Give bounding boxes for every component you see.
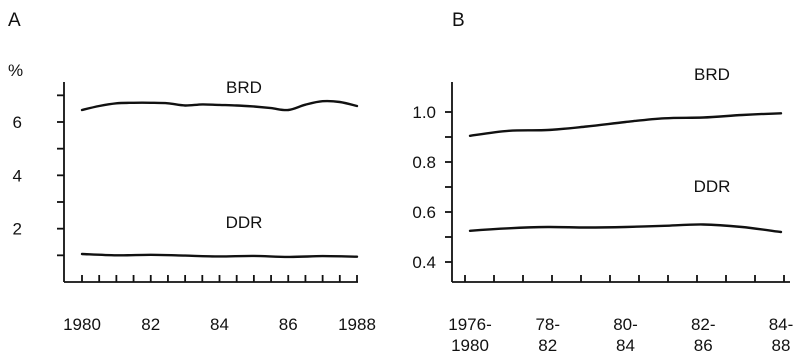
series-label-ddr: DDR bbox=[694, 177, 731, 196]
y-tick-label: 0.8 bbox=[412, 153, 436, 172]
x-tick-label: 1980 bbox=[451, 336, 489, 353]
series-label-ddr: DDR bbox=[226, 213, 263, 232]
x-tick-label: 1988 bbox=[338, 315, 376, 334]
chart-panel-b bbox=[445, 82, 790, 283]
panel-label-a: A bbox=[8, 10, 21, 31]
x-tick-label: 86 bbox=[694, 336, 713, 353]
x-tick-label: 82- bbox=[691, 315, 716, 334]
series-line-brd bbox=[468, 112, 783, 137]
series-label-brd: BRD bbox=[694, 65, 730, 84]
y-unit-label: % bbox=[8, 61, 23, 80]
x-tick-label: 88 bbox=[772, 336, 791, 353]
y-tick-label: 0.6 bbox=[412, 203, 436, 222]
y-tick-label: 0.4 bbox=[412, 253, 436, 272]
x-tick-label: 84 bbox=[616, 336, 635, 353]
x-tick-label: 86 bbox=[279, 315, 298, 334]
chart-panel-a bbox=[57, 82, 359, 283]
series-line-ddr bbox=[80, 252, 359, 259]
y-tick-label: 6 bbox=[13, 113, 22, 132]
series-line-ddr bbox=[468, 223, 783, 234]
y-tick-label: 1.0 bbox=[412, 103, 436, 122]
x-tick-label: 1976- bbox=[448, 315, 491, 334]
x-tick-label: 80- bbox=[613, 315, 638, 334]
panel-label-b: B bbox=[452, 10, 465, 31]
series-line-brd bbox=[80, 99, 359, 112]
x-tick-label: 84 bbox=[210, 315, 229, 334]
x-tick-label: 82 bbox=[538, 336, 557, 353]
x-tick-label: 82 bbox=[141, 315, 160, 334]
series-label-brd: BRD bbox=[226, 78, 262, 97]
y-tick-label: 4 bbox=[13, 166, 22, 185]
x-tick-label: 78- bbox=[535, 315, 560, 334]
y-tick-label: 2 bbox=[13, 220, 22, 239]
x-tick-label: 84- bbox=[769, 315, 794, 334]
x-tick-label: 1980 bbox=[63, 315, 101, 334]
